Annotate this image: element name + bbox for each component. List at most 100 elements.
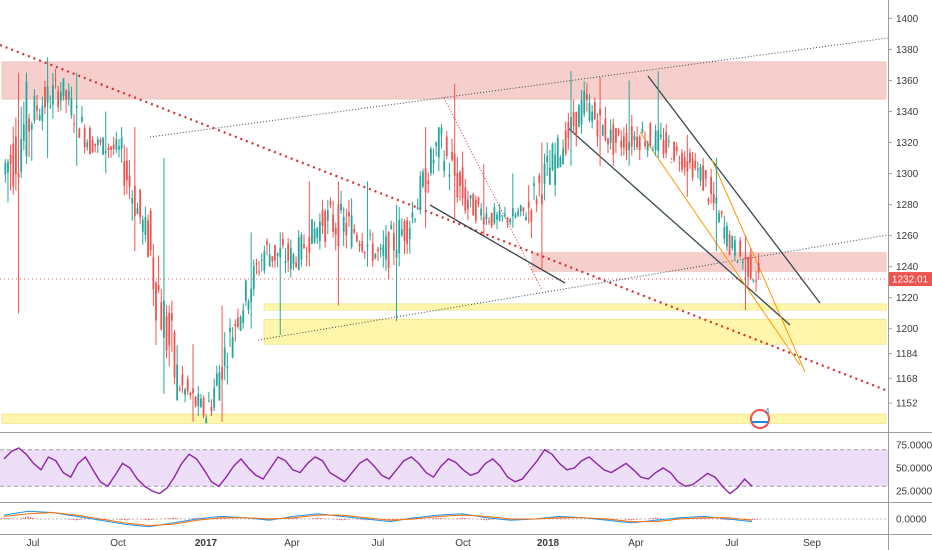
time-tick-label: Jul <box>27 538 40 549</box>
candle-body <box>52 85 54 105</box>
candle-body <box>329 201 332 206</box>
candle-body <box>419 176 422 209</box>
candle-body <box>244 280 247 301</box>
candle-body <box>355 234 358 241</box>
candle-body <box>707 198 710 202</box>
candle-body <box>218 372 221 401</box>
candle-body <box>139 189 142 218</box>
candle-body <box>474 200 477 221</box>
candle-body <box>165 316 168 351</box>
candle-body <box>551 143 554 170</box>
candle-body <box>128 175 131 187</box>
candle-body <box>147 220 149 258</box>
candle-body <box>390 225 393 229</box>
candle-body <box>361 241 364 251</box>
candle-body <box>104 151 107 153</box>
candle-body <box>554 154 557 186</box>
candle-body <box>81 116 83 122</box>
candle-body <box>411 212 414 219</box>
candle-body <box>599 108 601 116</box>
candle-body <box>242 310 245 324</box>
candle-body <box>7 161 9 173</box>
candle-body <box>184 389 186 395</box>
candle-body <box>459 172 461 186</box>
candle-body <box>667 140 670 142</box>
candle-body <box>530 210 533 222</box>
candle-body <box>345 223 348 236</box>
candle-body <box>485 213 488 220</box>
candle-body <box>102 137 105 155</box>
candle-body <box>715 197 718 204</box>
candle-body <box>683 157 686 168</box>
candle-body <box>279 248 282 258</box>
rsi-axis: 75.0000 50.0000 25.0000 <box>896 441 932 498</box>
candle-body <box>440 127 443 135</box>
candle-body <box>268 254 271 267</box>
candle-body <box>493 207 496 223</box>
candle-body <box>612 124 615 155</box>
orange-channel-1 <box>639 131 801 366</box>
event-badge-icon[interactable]: 4 <box>750 407 770 429</box>
candle-body <box>157 285 160 290</box>
candle-body <box>728 233 731 256</box>
candle-body <box>332 214 334 232</box>
candle-body <box>670 161 673 163</box>
time-axis: Jul Oct 2017 Apr Jul Oct 2018 Apr Jul Sep <box>27 538 822 549</box>
candle-body <box>110 146 112 150</box>
upper-channel-line <box>149 37 889 138</box>
candle-body <box>488 221 490 223</box>
candle-body <box>580 99 583 125</box>
candle-body <box>747 257 750 277</box>
candle-body <box>414 219 416 221</box>
candle-body <box>20 138 23 172</box>
candle-body <box>213 387 216 408</box>
time-tick-label: Oct <box>110 538 126 549</box>
candle-body <box>353 228 356 233</box>
time-tick-label: 2017 <box>195 538 218 549</box>
candle-body <box>696 168 699 171</box>
candle-body <box>633 135 636 141</box>
rsi-pane <box>0 447 888 495</box>
candle-body <box>54 79 57 81</box>
candle-body <box>654 131 657 150</box>
candle-body <box>403 221 406 241</box>
candle-body <box>25 81 28 157</box>
candle-body <box>210 407 213 412</box>
macd-tick-label: 0.0000 <box>896 515 927 526</box>
candle-body <box>324 211 327 242</box>
candle-body <box>451 152 453 160</box>
candle-body <box>59 91 62 101</box>
candle-body <box>260 259 263 261</box>
candle-body <box>723 227 726 239</box>
candle-body <box>186 378 189 392</box>
time-tick-label: Apr <box>284 538 300 549</box>
candle-body <box>445 136 448 157</box>
candle-body <box>638 136 641 151</box>
candle-body <box>311 219 313 244</box>
candle-body <box>556 137 559 169</box>
candle-body <box>712 193 715 203</box>
candle-body <box>289 247 292 270</box>
candle-body <box>115 139 118 150</box>
candle-body <box>152 257 155 290</box>
candle-body <box>131 198 134 204</box>
price-tick-label: 1360 <box>896 76 919 87</box>
candle-body <box>467 199 469 209</box>
candle-body <box>617 129 620 134</box>
candle-body <box>527 201 530 208</box>
candle-body <box>646 142 649 151</box>
candle-body <box>749 253 752 279</box>
event-badge-count: 4 <box>765 407 770 416</box>
candle-body <box>472 194 475 216</box>
candle-body <box>757 263 760 273</box>
candle-body <box>562 148 564 165</box>
candle-body <box>662 140 665 155</box>
candle-body <box>620 140 623 148</box>
candle-body <box>194 396 197 406</box>
candle-body <box>326 210 329 221</box>
candle-body <box>517 211 520 216</box>
candle-body <box>276 252 279 256</box>
candle-body <box>342 216 345 232</box>
candle-body <box>281 238 284 246</box>
